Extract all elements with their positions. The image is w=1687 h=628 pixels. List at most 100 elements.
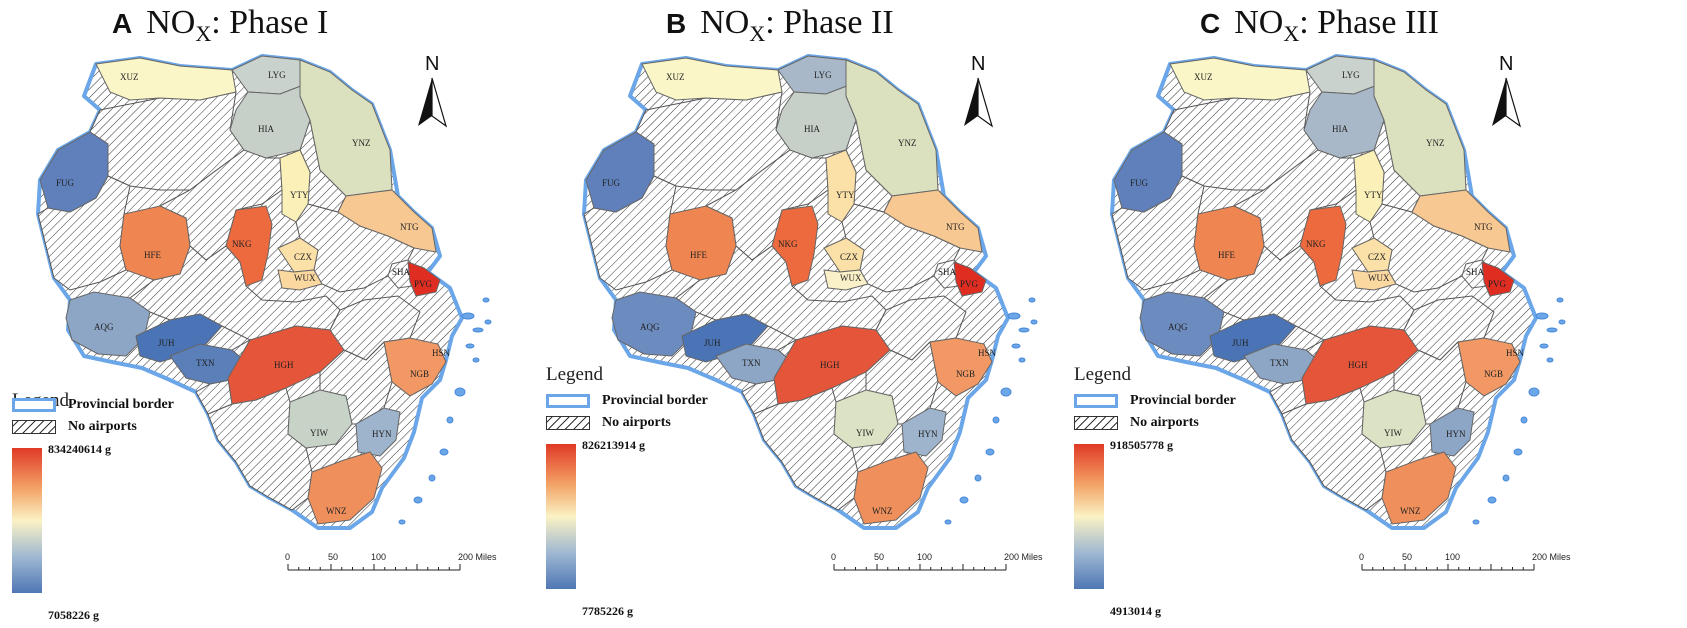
north-arrow-icon: N	[1492, 53, 1522, 128]
region-wux	[823, 269, 869, 291]
island	[1528, 387, 1540, 397]
region-hyn	[901, 407, 947, 457]
island	[1028, 297, 1036, 303]
city-label-fug: FUG	[602, 178, 621, 188]
island	[1535, 312, 1549, 320]
scale-tick-label: 100	[917, 552, 932, 562]
region-pvg	[953, 261, 987, 297]
scale-tick-label: 200 Miles	[1004, 552, 1043, 562]
city-label-wux: WUX	[1368, 273, 1390, 283]
island	[1556, 297, 1564, 303]
region-yty	[1353, 149, 1385, 223]
region-hyn	[355, 407, 401, 457]
region-yiw	[287, 389, 353, 449]
city-label-juh: JUH	[158, 338, 175, 348]
city-label-hia: HIA	[804, 124, 820, 134]
island	[454, 387, 466, 397]
city-label-nkg: NKG	[778, 239, 798, 249]
city-label-aqg: AQG	[640, 322, 660, 332]
city-label-sha: SHA	[392, 267, 411, 277]
island	[985, 448, 995, 456]
city-label-ntg: NTG	[1474, 222, 1493, 232]
north-arrow-icon: N	[964, 53, 994, 128]
legend-provincial-border: Provincial border	[1074, 392, 1236, 410]
city-label-hyn: HYN	[1446, 429, 1466, 439]
city-label-ngb: NGB	[956, 369, 975, 379]
region-yiw	[1361, 389, 1427, 449]
island	[1558, 319, 1566, 325]
city-label-hia: HIA	[1332, 124, 1348, 134]
island	[465, 343, 475, 349]
ramp-max-label: 918505778 g	[1110, 438, 1173, 452]
city-label-czx: CZX	[1368, 252, 1387, 262]
city-label-pvg: PVG	[960, 279, 979, 289]
city-label-fug: FUG	[56, 178, 75, 188]
region-yty	[279, 149, 311, 223]
panel-phase-1: A NOX: Phase I XUZ LYG HIA YNZ YTY FUG NKG NTG HF…	[0, 0, 560, 628]
region-wnz	[1381, 451, 1457, 525]
island	[1502, 474, 1510, 482]
city-label-yiw: YIW	[856, 428, 874, 438]
city-label-pvg: PVG	[414, 279, 433, 289]
city-label-ynz: YNZ	[352, 138, 371, 148]
city-label-juh: JUH	[704, 338, 721, 348]
panel-phase-3: C NOX: Phase III XUZ LYG HIA YNZ YTY FUG NKG NTG…	[1064, 0, 1624, 628]
scale-tick-label: 0	[285, 552, 290, 562]
region-ntg	[337, 189, 437, 253]
city-label-hfe: HFE	[1218, 250, 1236, 260]
city-label-wnz: WNZ	[326, 506, 347, 516]
region-nkg	[1299, 205, 1347, 287]
region-hgh	[773, 325, 891, 405]
region-hfe	[1193, 205, 1265, 281]
region-czx	[1351, 237, 1393, 273]
city-label-lyg: LYG	[814, 70, 832, 80]
legend-title: Legend	[546, 364, 603, 385]
island	[1520, 416, 1528, 424]
border-swatch	[546, 394, 590, 408]
ramp-min-label: 4913014 g	[1110, 604, 1161, 618]
city-label-ntg: NTG	[946, 222, 965, 232]
region-hgh	[1301, 325, 1419, 405]
region-juh	[681, 313, 769, 363]
species: NO	[146, 4, 196, 41]
border-swatch	[1074, 394, 1118, 408]
city-label-yty: YTY	[290, 190, 309, 200]
scale-tick-label: 100	[1445, 552, 1460, 562]
scale-tick-label: 0	[1359, 552, 1364, 562]
panel-title: A NOX: Phase I	[112, 4, 328, 47]
legend-no-airports: No airports	[1074, 414, 1199, 432]
north-label: N	[971, 53, 985, 75]
city-label-xuz: XUZ	[1194, 72, 1213, 82]
island	[413, 496, 423, 504]
city-label-hsn: HSN	[432, 348, 451, 358]
city-label-nkg: NKG	[232, 239, 252, 249]
city-label-wux: WUX	[294, 273, 316, 283]
scale-tick-label: 200 Miles	[458, 552, 497, 562]
city-label-ngb: NGB	[1484, 369, 1503, 379]
north-arrow-icon: N	[418, 53, 448, 128]
island	[461, 312, 475, 320]
legend-no-airports-label: No airports	[68, 419, 137, 434]
scale-tick-label: 50	[328, 552, 338, 562]
region-czx	[823, 237, 865, 273]
island	[944, 519, 952, 525]
city-label-hsn: HSN	[1506, 348, 1525, 358]
species: NO	[700, 4, 750, 41]
region-ngb	[1457, 337, 1521, 397]
region-xuz	[641, 57, 783, 101]
ramp-max-label: 834240614 g	[48, 442, 111, 456]
island	[992, 416, 1000, 424]
panel-letter: C	[1200, 8, 1221, 39]
border-swatch	[12, 398, 56, 412]
island	[482, 297, 490, 303]
city-label-lyg: LYG	[1342, 70, 1360, 80]
scale-bar: 0 50 100 200 Miles	[831, 552, 1043, 571]
island	[472, 327, 484, 333]
region-yiw	[833, 389, 899, 449]
island	[1513, 448, 1523, 456]
legend-no-airports-label: No airports	[1130, 415, 1199, 430]
legend-provincial-border: Provincial border	[546, 392, 708, 410]
